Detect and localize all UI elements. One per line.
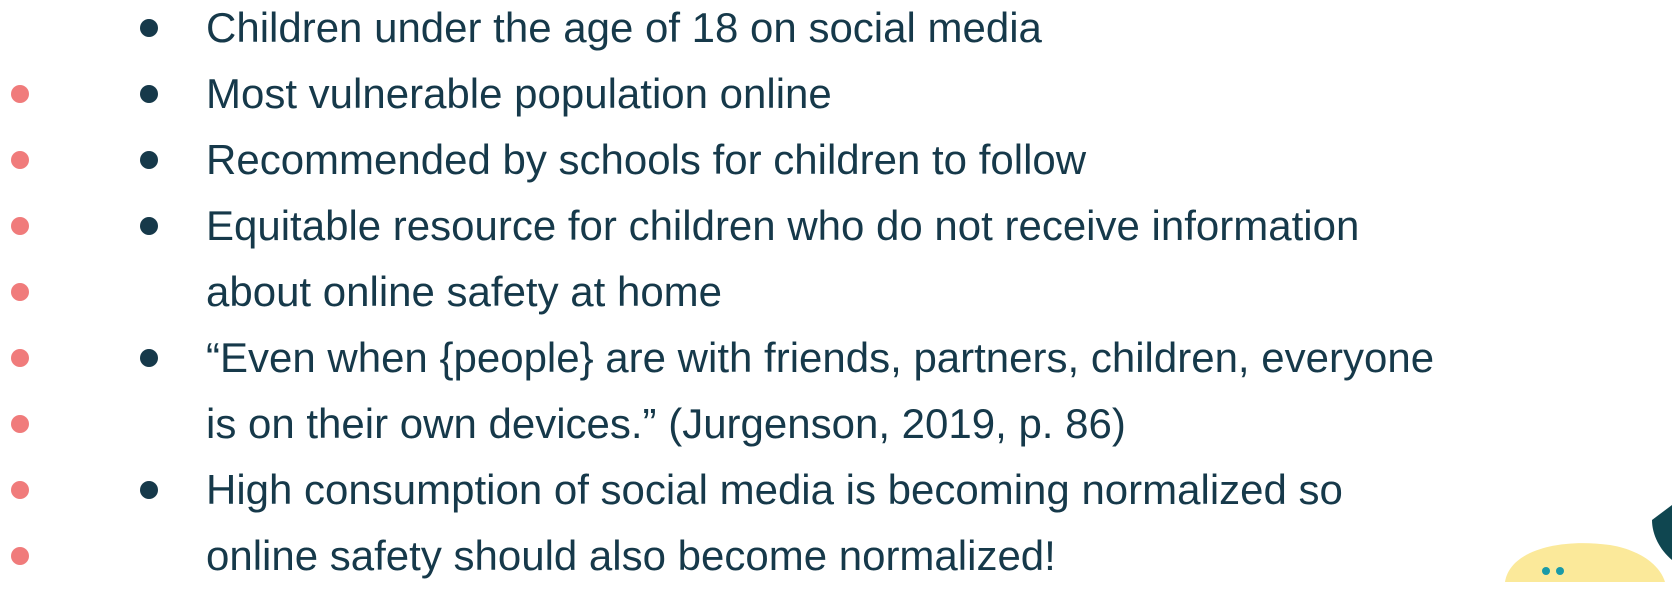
pink-dot	[11, 481, 29, 499]
pink-dot	[11, 547, 29, 565]
teal-dot	[1542, 567, 1550, 575]
pink-dot	[11, 217, 29, 235]
pink-dot	[11, 85, 29, 103]
pink-dot	[11, 415, 29, 433]
pink-dot	[11, 151, 29, 169]
bullet-dot	[140, 349, 158, 367]
bullet-text: Most vulnerable population online	[206, 61, 832, 127]
teal-shape	[1652, 505, 1672, 560]
yellow-blob	[1505, 543, 1665, 582]
bullet-text: “Even when {people} are with friends, pa…	[206, 325, 1434, 391]
bullet-dot	[140, 19, 158, 37]
pink-dot	[11, 283, 29, 301]
bullet-text: is on their own devices.” (Jurgenson, 20…	[206, 391, 1126, 457]
bullet-dot	[140, 151, 158, 169]
bullet-dot	[140, 85, 158, 103]
bullet-text: about online safety at home	[206, 259, 722, 325]
bullet-dot	[140, 481, 158, 499]
pink-dot	[11, 349, 29, 367]
bullet-text: Children under the age of 18 on social m…	[206, 0, 1042, 61]
bullet-text: online safety should also become normali…	[206, 523, 1056, 589]
teal-dot	[1556, 567, 1564, 575]
bullet-text: Recommended by schools for children to f…	[206, 127, 1086, 193]
bullet-text: Equitable resource for children who do n…	[206, 193, 1359, 259]
bullet-text: High consumption of social media is beco…	[206, 457, 1343, 523]
bullet-dot	[140, 217, 158, 235]
slide: (() => { const data = JSON.parse(documen…	[0, 0, 1672, 582]
